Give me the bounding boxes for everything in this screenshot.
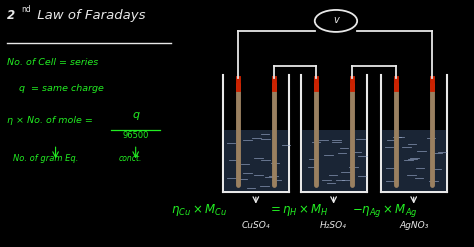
Text: conct.: conct.	[118, 154, 142, 163]
Text: v: v	[333, 15, 339, 25]
Text: η × No. of mole =: η × No. of mole =	[7, 116, 96, 125]
Bar	[382, 130, 446, 191]
Text: Law of Faradays: Law of Faradays	[34, 9, 146, 22]
Text: AgNO₃: AgNO₃	[399, 221, 428, 230]
Text: nd: nd	[21, 5, 31, 14]
Text: q  = same charge: q = same charge	[19, 84, 104, 93]
Text: No. of gram Eq.: No. of gram Eq.	[13, 154, 79, 163]
Text: 96500: 96500	[122, 131, 149, 140]
Text: H₂SO₄: H₂SO₄	[320, 221, 347, 230]
Bar	[301, 130, 365, 191]
Bar	[224, 130, 288, 191]
Text: CuSO₄: CuSO₄	[242, 221, 270, 230]
Text: $\eta_{Cu} \times M_{Cu}$: $\eta_{Cu} \times M_{Cu}$	[171, 202, 227, 218]
Text: $- \eta_{Ag} \times M_{Ag}$: $- \eta_{Ag} \times M_{Ag}$	[353, 202, 418, 219]
Text: q: q	[132, 110, 139, 120]
Text: $= \eta_{H} \times M_{H}$: $= \eta_{H} \times M_{H}$	[268, 202, 328, 218]
Text: No. of Cell = series: No. of Cell = series	[7, 58, 98, 66]
Text: 2: 2	[7, 9, 15, 22]
